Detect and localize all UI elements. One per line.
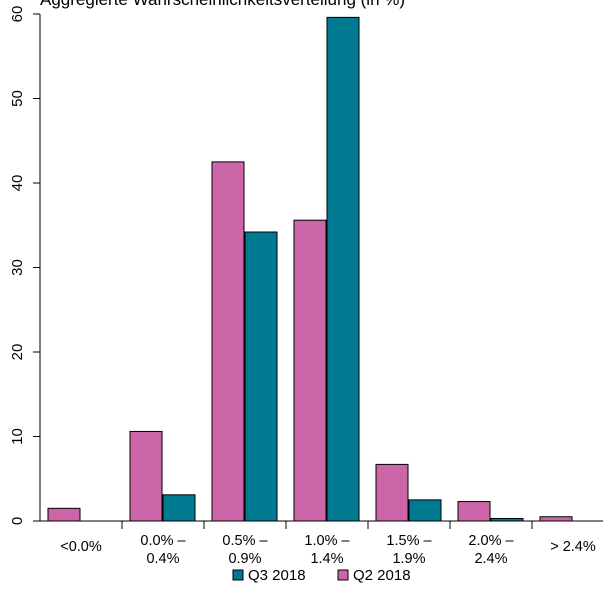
x-tick-label: 1.4% (310, 551, 343, 567)
axes: 0 10 20 30 40 50 60 (9, 6, 603, 529)
x-tick-label: 1.9% (392, 551, 425, 567)
x-tick-label: 1.0% – (304, 533, 350, 549)
bar-q3-2018 (244, 231, 278, 522)
bar-q2-2018 (47, 507, 81, 522)
y-tick-label: 20 (9, 344, 26, 361)
bar-q2-2018 (457, 501, 491, 522)
bar-q2-2018 (129, 430, 163, 522)
x-tick-label: <0.0% (60, 539, 102, 555)
x-axis-labels: <0.0% 0.0% – 0.4% 0.5% – 0.9% 1.0% – 1.4% 1.5% … (60, 533, 596, 567)
y-tick-label: 10 (9, 428, 26, 445)
legend-label: Q2 2018 (353, 567, 411, 584)
y-tick-label: 40 (9, 175, 26, 192)
bar-q2-2018 (211, 161, 245, 522)
x-tick-label: 0.4% (146, 551, 179, 567)
y-tick-label: 60 (9, 6, 26, 23)
bars (47, 16, 573, 522)
bar-q3-2018 (408, 499, 442, 522)
x-tick-label: 0.0% – (140, 533, 186, 549)
x-tick-label: 1.5% – (386, 533, 432, 549)
bar-q3-2018 (490, 517, 524, 522)
bar-q2-2018 (539, 516, 573, 522)
bar-q3-2018 (326, 16, 360, 522)
chart-title: Aggregierte Wahrscheinlichkeitsverteilun… (40, 0, 405, 9)
x-tick-label: 2.4% (474, 551, 507, 567)
legend-label: Q3 2018 (248, 567, 306, 584)
legend: Q3 2018 Q2 2018 (232, 567, 411, 584)
bar-q3-2018 (162, 494, 196, 522)
y-tick-label: 30 (9, 259, 26, 276)
x-tick-label: > 2.4% (550, 539, 596, 555)
legend-swatch (337, 569, 349, 581)
x-tick-label: 0.5% – (222, 533, 268, 549)
bar-q2-2018 (293, 219, 327, 522)
legend-swatch (232, 569, 244, 581)
y-tick-label: 0 (9, 517, 26, 525)
x-tick-label: 0.9% (228, 551, 261, 567)
x-tick-label: 2.0% – (468, 533, 514, 549)
bar-q2-2018 (375, 463, 409, 522)
y-tick-label: 50 (9, 90, 26, 107)
